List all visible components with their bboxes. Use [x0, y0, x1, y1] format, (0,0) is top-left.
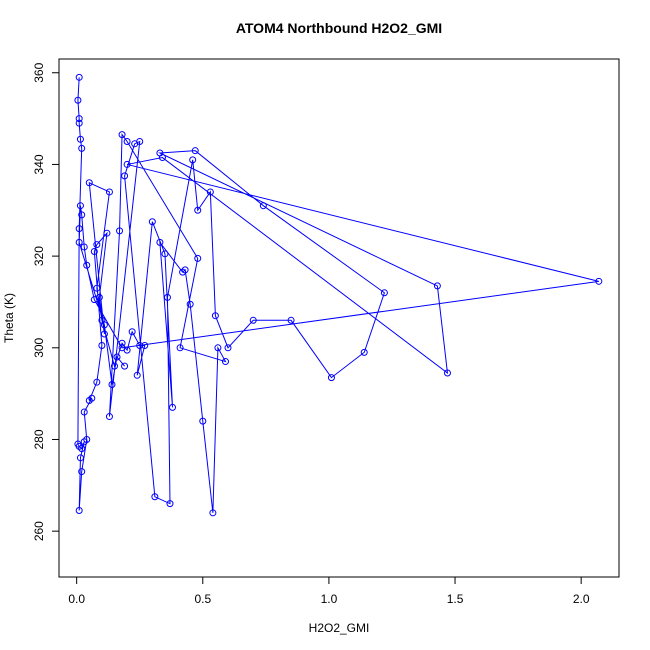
data-point	[75, 225, 83, 233]
data-point	[76, 454, 84, 462]
data-point	[287, 316, 295, 324]
data-point	[163, 293, 171, 301]
y-tick-label: 320	[32, 246, 46, 266]
data-point	[327, 374, 335, 382]
data-point	[206, 188, 214, 196]
data-point	[186, 300, 194, 308]
y-tick-label: 260	[32, 521, 46, 541]
data-point	[221, 358, 229, 366]
data-point	[131, 140, 139, 148]
data-point	[148, 218, 156, 226]
data-point	[211, 312, 219, 320]
x-axis-label: H2O2_GMI	[309, 621, 370, 635]
data-point	[249, 316, 257, 324]
data-point	[108, 380, 116, 388]
data-point	[443, 369, 451, 377]
data-point	[75, 119, 83, 127]
data-point	[166, 500, 174, 508]
data-point	[123, 138, 131, 146]
data-point	[156, 238, 164, 246]
data-point	[118, 339, 126, 347]
y-tick-label: 300	[32, 337, 46, 357]
y-axis-label: Theta (K)	[2, 293, 16, 343]
data-point	[75, 115, 83, 123]
data-point	[116, 227, 124, 235]
data-point	[78, 468, 86, 476]
x-tick-label: 2.0	[573, 592, 590, 606]
data-point	[78, 144, 86, 152]
data-point	[78, 211, 86, 219]
data-point	[93, 378, 101, 386]
data-point	[75, 507, 83, 515]
data-point	[85, 397, 93, 405]
data-point	[103, 229, 111, 237]
data-point	[181, 266, 189, 274]
data-point	[169, 403, 177, 411]
data-point	[158, 154, 166, 162]
x-tick-label: 0.0	[68, 592, 85, 606]
data-point	[100, 330, 108, 338]
data-point	[98, 342, 106, 350]
data-point	[75, 73, 83, 81]
data-point	[128, 328, 136, 336]
x-tick-label: 1.5	[447, 592, 464, 606]
data-point	[85, 179, 93, 187]
series-layer	[74, 73, 603, 517]
data-point	[76, 202, 84, 210]
data-point	[110, 362, 118, 370]
data-point	[380, 289, 388, 297]
data-point	[121, 362, 129, 370]
chart-title: ATOM4 Northbound H2O2_GMI	[236, 20, 442, 36]
data-point	[189, 156, 197, 164]
data-point	[90, 248, 98, 256]
x-axis: 0.0 0.5 1.0 1.5 2.0	[68, 576, 590, 606]
data-point	[90, 296, 98, 304]
data-point	[191, 147, 199, 155]
data-point	[80, 243, 88, 251]
data-point	[133, 371, 141, 379]
x-tick-label: 1.0	[321, 592, 338, 606]
data-point	[123, 160, 131, 168]
series-line	[77, 77, 599, 513]
data-point	[105, 188, 113, 196]
data-point	[76, 135, 84, 143]
data-point	[136, 342, 144, 350]
data-point	[100, 321, 108, 329]
data-point	[93, 241, 101, 249]
data-point	[433, 282, 441, 290]
data-point	[176, 344, 184, 352]
y-axis: 260 280 300 320 340 360	[32, 62, 60, 541]
data-point	[199, 417, 207, 425]
data-point	[80, 408, 88, 416]
data-point	[118, 344, 126, 352]
data-point	[209, 509, 217, 517]
data-point	[259, 202, 267, 210]
data-point	[78, 445, 86, 453]
data-point	[141, 342, 149, 350]
x-tick-label: 0.5	[194, 592, 211, 606]
y-tick-label: 340	[32, 154, 46, 174]
y-tick-label: 360	[32, 62, 46, 82]
data-point	[83, 435, 91, 443]
data-point	[113, 353, 121, 361]
data-point	[121, 172, 129, 180]
data-point	[118, 131, 126, 139]
data-point	[161, 250, 169, 258]
data-point	[194, 206, 202, 214]
data-point	[224, 344, 232, 352]
data-point	[360, 348, 368, 356]
y-tick-label: 280	[32, 429, 46, 449]
data-point	[74, 96, 82, 104]
data-point	[194, 254, 202, 262]
data-point	[75, 238, 83, 246]
data-point	[83, 261, 91, 269]
data-point	[93, 284, 101, 292]
data-point	[214, 344, 222, 352]
data-point	[105, 413, 113, 421]
data-point	[151, 493, 159, 501]
data-point	[595, 277, 603, 285]
